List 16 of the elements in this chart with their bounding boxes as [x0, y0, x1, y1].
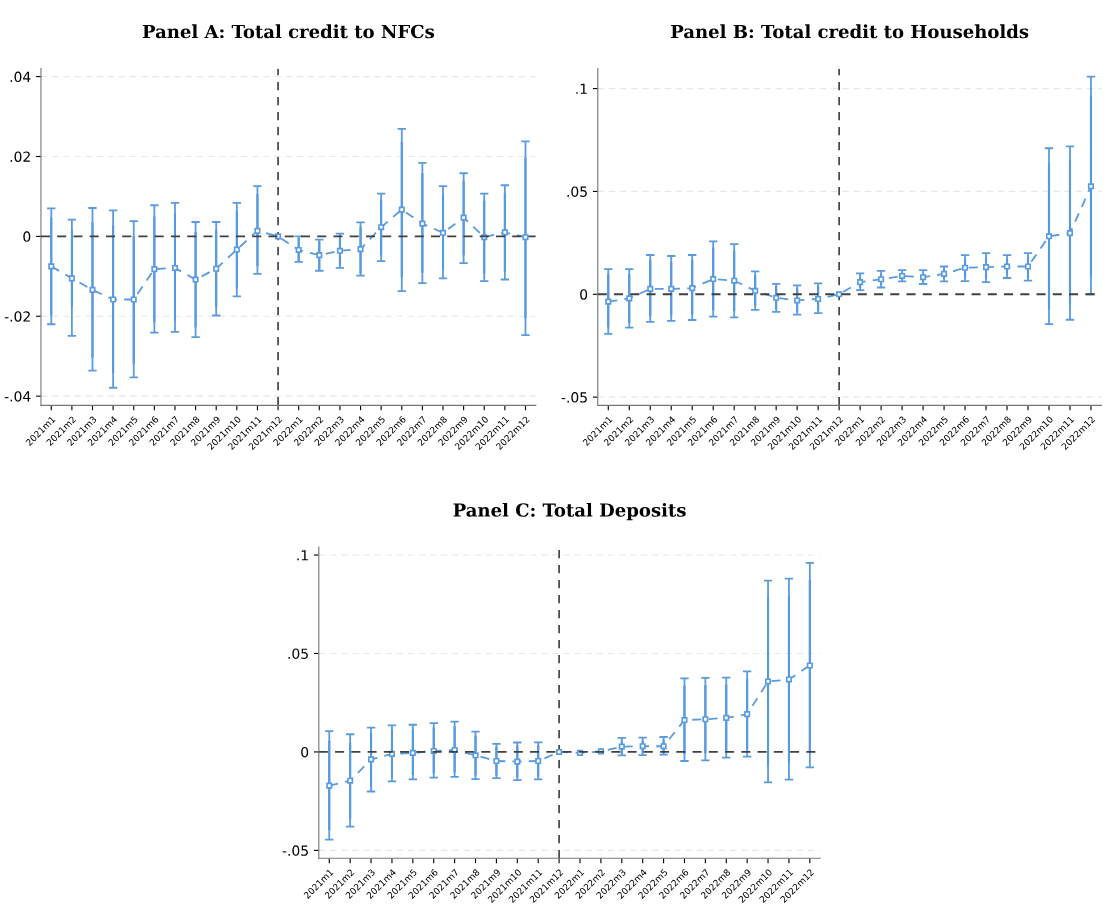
y-tick-label: .05 [288, 648, 308, 659]
y-tick-label: 0 [301, 746, 309, 758]
y-tick-label: 0 [580, 289, 588, 300]
chart-title: Panel B: Total credit to Households [671, 24, 1029, 39]
y-tick-label: 0 [23, 231, 31, 242]
chart-title: Panel A: Total credit to NFCs [142, 24, 434, 39]
chart-title: Panel C: Total Deposits [453, 502, 686, 521]
y-tick-label: .04 [10, 71, 31, 83]
y-tick-label: -.02 [4, 311, 30, 322]
y-tick-label: -.05 [282, 845, 308, 856]
y-tick-label: -.04 [4, 391, 31, 402]
y-tick-label: .1 [297, 550, 308, 561]
y-tick-label: -.05 [561, 392, 587, 403]
y-tick-label: .1 [576, 83, 587, 94]
y-tick-label: .02 [10, 151, 30, 162]
y-tick-label: .05 [567, 186, 587, 197]
